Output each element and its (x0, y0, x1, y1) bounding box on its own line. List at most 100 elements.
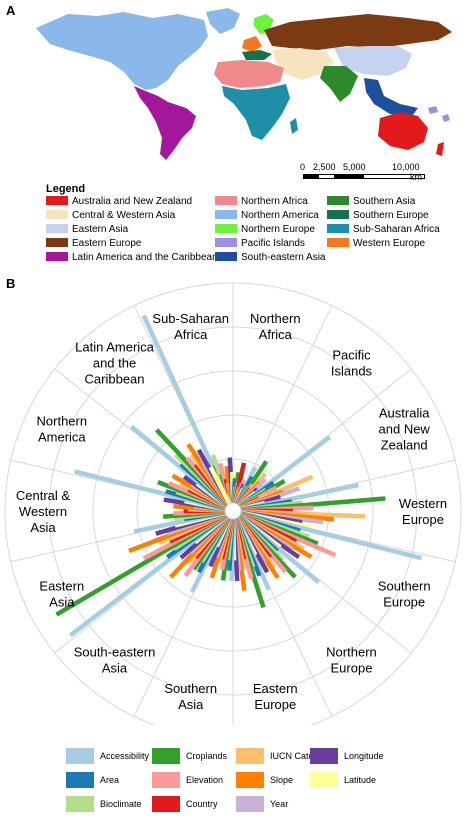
scale-label-5000: 5,000 (343, 162, 366, 172)
legend-swatch (215, 224, 237, 233)
variable-legend-item: Bioclimate (66, 796, 142, 812)
map-legend-item: Sub-Saharan Africa (327, 224, 440, 236)
region-label: Western Europe (399, 496, 447, 527)
map-region-eastern-europe (264, 14, 452, 50)
center-circle (224, 502, 242, 520)
legend-label: Western Europe (353, 238, 426, 249)
polar-bar (208, 465, 232, 505)
legend-swatch (66, 772, 94, 788)
legend-label: Pacific Islands (241, 238, 305, 249)
legend-label: Latitude (344, 775, 377, 785)
legend-swatch (46, 196, 68, 205)
map-region-sub-saharan-africa (222, 84, 290, 140)
legend-swatch (66, 748, 94, 764)
legend-label: Southern Europe (353, 210, 429, 221)
region-label: Latin America and the Caribbean (75, 339, 155, 386)
legend-swatch (215, 196, 237, 205)
legend-label: Longitude (344, 751, 384, 761)
region-label: Eastern Europe (253, 681, 298, 712)
legend-label: Croplands (186, 751, 228, 761)
legend-label: IUCN Category (270, 751, 332, 761)
legend-swatch (236, 748, 264, 764)
legend-swatch (327, 210, 349, 219)
legend-label: Southern Asia (353, 196, 416, 207)
legend-label: Accessibility (100, 751, 150, 761)
region-label: Northern America (37, 414, 88, 445)
legend-label: Bioclimate (100, 799, 142, 809)
map-legend-item: Eastern Asia (46, 224, 128, 236)
variable-legend-item: Latitude (310, 772, 376, 788)
map-region-northern-africa (214, 60, 284, 88)
legend-swatch (46, 224, 68, 233)
region-label: Sub-Saharan Africa (152, 311, 229, 342)
map-legend-title: Legend (46, 183, 86, 195)
map-region-eastern-asia (334, 46, 412, 76)
legend-label: Eastern Europe (72, 238, 142, 249)
map-region-south-eastern-asia (364, 78, 418, 116)
region-label: Eastern Asia (39, 578, 84, 609)
map-region-southern-europe (242, 50, 272, 60)
map-region-australia-nz (378, 112, 428, 150)
map-legend-item: Northern Europe (215, 224, 315, 236)
legend-swatch (215, 238, 237, 247)
scale-unit: km (410, 172, 422, 182)
region-label: Australia and New Zealand (379, 406, 431, 453)
legend-swatch (236, 796, 264, 812)
legend-swatch (236, 772, 264, 788)
legend-label: Slope (270, 775, 294, 785)
map-legend-item: Eastern Europe (46, 238, 142, 250)
legend-swatch (310, 748, 338, 764)
legend-swatch (215, 252, 237, 261)
legend-swatch (46, 238, 68, 247)
legend-swatch (327, 224, 349, 233)
legend-label: South-eastern Asia (241, 252, 326, 263)
map-region-central-western-asia (272, 48, 334, 80)
region-label: Southern Asia (164, 681, 217, 712)
legend-swatch (152, 748, 180, 764)
legend-label: Sub-Saharan Africa (353, 224, 440, 235)
legend-label: Area (100, 775, 120, 785)
legend-label: Northern Africa (241, 196, 308, 207)
legend-swatch (46, 252, 68, 261)
map-legend-item: Northern America (215, 210, 319, 222)
map-scale-bar (303, 174, 425, 179)
legend-label: Australia and New Zealand (72, 196, 193, 207)
variable-legend-item: Country (152, 796, 218, 812)
map-legend-item: Central & Western Asia (46, 210, 175, 222)
scale-label-0: 0 (300, 162, 306, 172)
map-legend-item: South-eastern Asia (215, 252, 326, 264)
legend-label: Elevation (186, 775, 224, 785)
map-region-western-europe (242, 36, 262, 52)
legend-label: Northern America (241, 210, 319, 221)
panel-a-label: A (6, 3, 16, 18)
map-region-northern-america (36, 12, 208, 90)
region-label: Pacific Islands (331, 347, 373, 378)
map-legend-item: Australia and New Zealand (46, 196, 192, 208)
legend-label: Northern Europe (241, 224, 315, 235)
map-legend-item: Southern Asia (327, 196, 415, 208)
variable-legend-item: Accessibility (66, 748, 149, 764)
legend-label: Central & Western Asia (72, 210, 176, 221)
map-region-pacific-islands (428, 106, 450, 122)
region-label: Northern Europe (326, 645, 377, 676)
legend-swatch (66, 796, 94, 812)
map-legend-item: Western Europe (327, 238, 425, 250)
world-map (36, 8, 452, 160)
polar-bar-chart: Sub-Saharan Africa Northern Africa Pacific Is… (4, 282, 462, 725)
map-legend-item: Pacific Islands (215, 238, 305, 250)
map-legend-item: Southern Europe (327, 210, 429, 222)
legend-swatch (327, 196, 349, 205)
legend-swatch (46, 210, 68, 219)
legend-label: Eastern Asia (72, 224, 129, 235)
legend-label: Country (186, 799, 218, 809)
map-region-southern-asia (320, 66, 358, 102)
map-region-latin-america (134, 86, 196, 160)
variable-legend-item: Slope (236, 772, 293, 788)
variable-legend-item: Longitude (310, 748, 384, 764)
legend-swatch (310, 772, 338, 788)
region-label: South-eastern Asia (74, 645, 156, 676)
variable-legend-item: Elevation (152, 772, 223, 788)
legend-swatch (152, 796, 180, 812)
legend-swatch (152, 772, 180, 788)
variable-legend-item: Area (66, 772, 119, 788)
